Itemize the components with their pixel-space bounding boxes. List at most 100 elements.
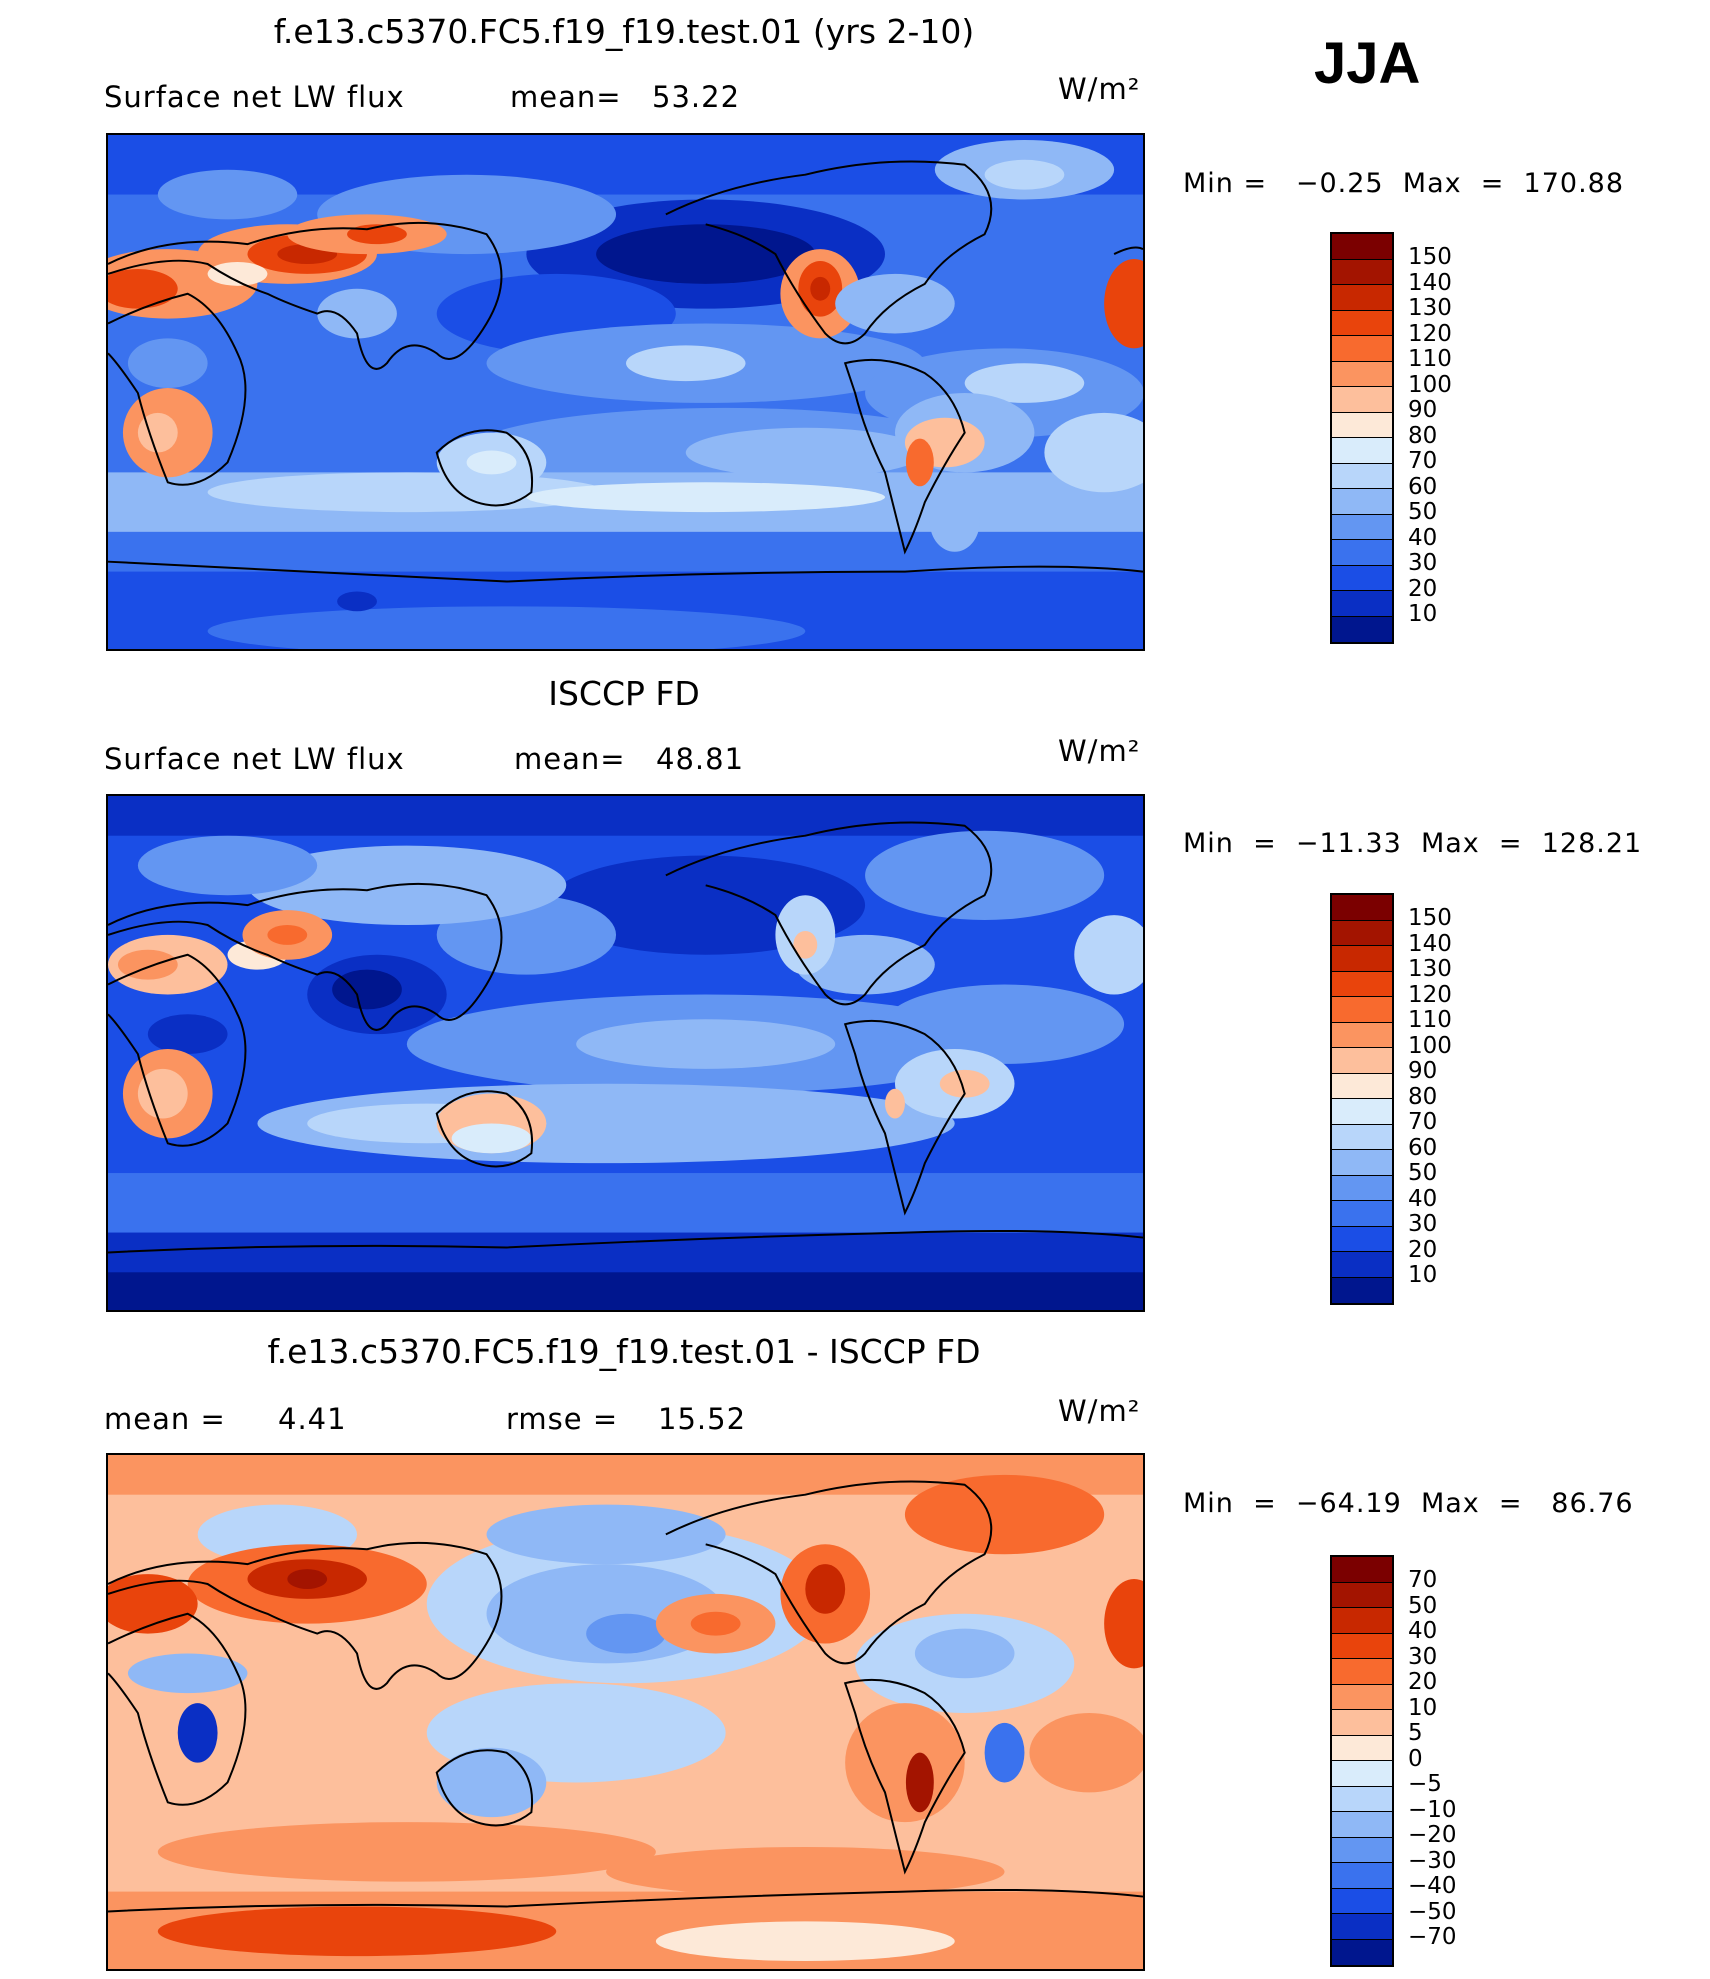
colorbar-tick-label: −10: [1408, 1796, 1457, 1823]
colorbar-tick-label: 10: [1408, 1262, 1438, 1288]
panel-3-mean-value: 4.41: [278, 1402, 347, 1436]
colorbar-tick-label: 150: [1408, 905, 1452, 931]
colorbar-swatch: [1332, 1939, 1392, 1965]
colorbar-swatch: [1332, 1201, 1392, 1227]
colorbar-tick-label: 110: [1408, 346, 1452, 372]
colorbar-swatch: [1332, 1786, 1392, 1812]
colorbar-tick-label: 10: [1408, 601, 1438, 627]
colorbar-swatch: [1332, 565, 1392, 591]
colorbar-tick-label: 100: [1408, 1032, 1452, 1059]
panel-2-title: ISCCP FD: [548, 674, 700, 713]
colorbar-tick-label: −5: [1408, 1771, 1442, 1797]
panel-1-units: W/m²: [1058, 72, 1141, 106]
colorbar-swatch: [1332, 997, 1392, 1023]
colorbar-swatch: [1332, 1684, 1392, 1710]
colorbar-tick-label: 80: [1408, 1083, 1438, 1110]
colorbar-tick-label: 20: [1408, 575, 1438, 602]
colorbar-swatch: [1332, 971, 1392, 997]
panel-3-title: f.e13.c5370.FC5.f19_f19.test.01 - ISCCP …: [267, 1332, 981, 1371]
colorbar-tick-label: 140: [1408, 269, 1452, 296]
colorbar-swatch: [1332, 412, 1392, 438]
colorbar-tick-label: 40: [1408, 1618, 1438, 1644]
colorbar-tick-label: 30: [1408, 1211, 1438, 1237]
colorbar-swatch: [1332, 591, 1392, 617]
colorbar-swatch: [1332, 1277, 1392, 1303]
panel-3-rmse-value: 15.52: [658, 1402, 747, 1436]
panel-2-map: [106, 794, 1145, 1312]
colorbar-swatch: [1332, 1837, 1392, 1863]
colorbar-swatch: [1332, 1557, 1392, 1583]
colorbar-swatch: [1332, 1863, 1392, 1889]
colorbar-tick-label: 30: [1408, 1643, 1438, 1670]
colorbar-tick-label: 120: [1408, 320, 1452, 347]
colorbar-swatch: [1332, 1735, 1392, 1761]
colorbar-tick-label: 60: [1408, 1134, 1438, 1161]
colorbar-tick-label: 30: [1408, 550, 1438, 576]
colorbar-tick-label: −50: [1408, 1898, 1457, 1925]
panel-3-rmse-label: rmse =: [506, 1402, 619, 1436]
colorbar-tick-label: 130: [1408, 956, 1452, 982]
colorbar-tick-label: 10: [1408, 1694, 1438, 1721]
colorbar-tick-label: 50: [1408, 499, 1438, 525]
colorbar-tick-label: 120: [1408, 981, 1452, 1008]
colorbar-tick-label: 110: [1408, 1007, 1452, 1033]
panel-3-mean-label: mean =: [104, 1402, 226, 1436]
panel-2-minmax: Min = −11.33 Max = 128.21: [1183, 828, 1643, 859]
colorbar-swatch: [1332, 489, 1392, 515]
colorbar-swatch: [1332, 438, 1392, 464]
colorbar-swatch: [1332, 1582, 1392, 1608]
colorbar-swatch: [1332, 361, 1392, 387]
colorbar-tick-label: 90: [1408, 1058, 1438, 1084]
colorbar-swatch: [1332, 387, 1392, 413]
colorbar-tick-label: 40: [1408, 524, 1438, 551]
colorbar-tick-label: 5: [1408, 1720, 1423, 1746]
colorbar-swatch: [1332, 336, 1392, 362]
colorbar-swatch: [1332, 310, 1392, 336]
colorbar-swatch: [1332, 1226, 1392, 1252]
panel-1-map: [106, 133, 1145, 651]
colorbar-swatch: [1332, 1659, 1392, 1685]
colorbar-tick-label: −30: [1408, 1847, 1457, 1874]
colorbar-tick-label: 100: [1408, 371, 1452, 398]
colorbar-tick-label: 80: [1408, 422, 1438, 449]
colorbar-tick-label: 150: [1408, 244, 1452, 270]
colorbar-swatch: [1332, 946, 1392, 972]
colorbar-tick-label: −40: [1408, 1873, 1457, 1899]
colorbar-tick-label: 50: [1408, 1160, 1438, 1186]
colorbar-tick-label: 20: [1408, 1669, 1438, 1695]
panel-2-mean-label: mean=: [514, 742, 626, 776]
panel-1-minmax: Min = −0.25 Max = 170.88: [1183, 168, 1625, 199]
panel-2-mean-value: 48.81: [656, 742, 745, 776]
colorbar-swatch: [1332, 1914, 1392, 1940]
panel-2-units: W/m²: [1058, 734, 1141, 768]
colorbar-tick-label: −70: [1408, 1924, 1457, 1950]
colorbar-tick-label: 40: [1408, 1185, 1438, 1212]
colorbar-swatch: [1332, 1633, 1392, 1659]
colorbar-tick-label: 90: [1408, 397, 1438, 423]
panel-1-variable-label: Surface net LW flux: [104, 80, 405, 114]
colorbar-swatch: [1332, 1022, 1392, 1048]
colorbar-tick-label: 130: [1408, 295, 1452, 321]
colorbar-swatch: [1332, 514, 1392, 540]
panel-3-units: W/m²: [1058, 1394, 1141, 1428]
panel-1-title: f.e13.c5370.FC5.f19_f19.test.01 (yrs 2-1…: [273, 12, 975, 51]
colorbar-swatch: [1332, 1761, 1392, 1787]
colorbar-swatch: [1332, 920, 1392, 946]
panel-1-mean-label: mean=: [510, 80, 622, 114]
colorbar-swatch: [1332, 1252, 1392, 1278]
colorbar-swatch: [1332, 1812, 1392, 1838]
colorbar-swatch: [1332, 895, 1392, 921]
panel-2-variable-label: Surface net LW flux: [104, 742, 405, 776]
colorbar-tick-label: 20: [1408, 1236, 1438, 1263]
colorbar-swatch: [1332, 234, 1392, 260]
panel-3-colorbar: [1330, 1555, 1394, 1967]
colorbar-tick-label: 0: [1408, 1745, 1423, 1772]
colorbar-swatch: [1332, 1608, 1392, 1634]
colorbar-tick-label: −20: [1408, 1822, 1457, 1848]
panel-1-colorbar: [1330, 232, 1394, 644]
colorbar-tick-label: 70: [1408, 1567, 1438, 1593]
colorbar-swatch: [1332, 540, 1392, 566]
colorbar-swatch: [1332, 1073, 1392, 1099]
panel-1-mean-value: 53.22: [652, 80, 741, 114]
colorbar-swatch: [1332, 285, 1392, 311]
